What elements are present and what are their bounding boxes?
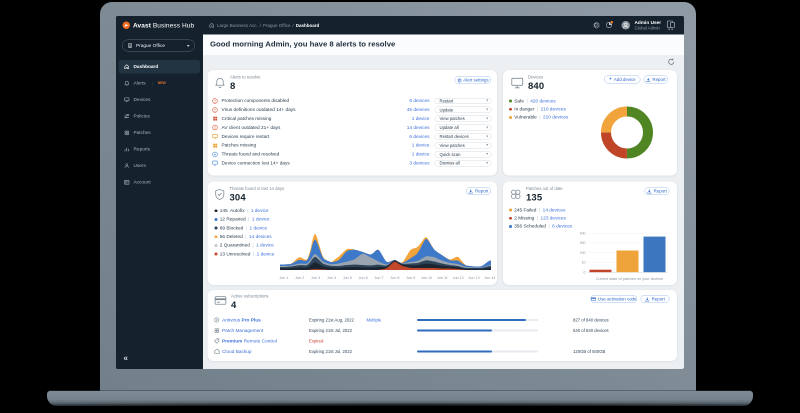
svg-text:400: 400 [580, 231, 586, 235]
svg-text:0: 0 [584, 270, 586, 274]
svg-text:10: 10 [582, 261, 586, 265]
svg-text:200: 200 [580, 251, 586, 255]
svg-text:300: 300 [580, 241, 586, 245]
